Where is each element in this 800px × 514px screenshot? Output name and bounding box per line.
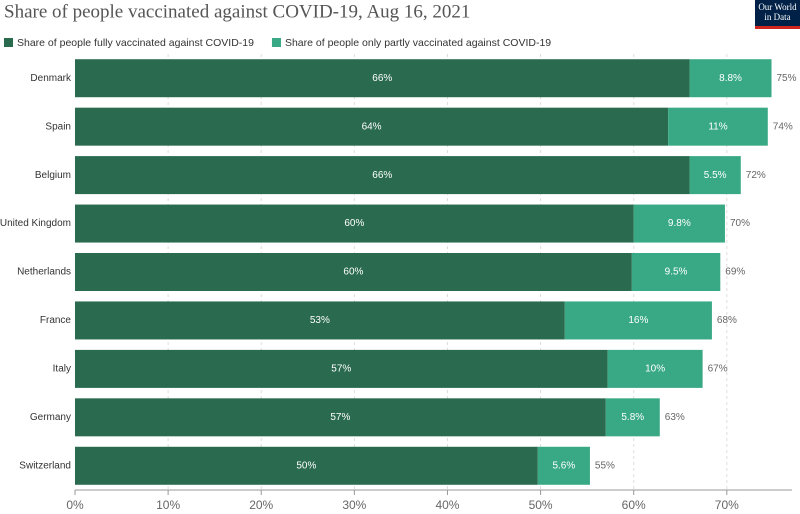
value-label: 50%: [296, 460, 316, 471]
bar-segment: [75, 398, 606, 437]
bar-segment: [75, 156, 690, 195]
x-tick-label: 50%: [529, 498, 553, 512]
value-label: 66%: [372, 170, 392, 181]
total-label: 74%: [773, 121, 793, 132]
value-label: 60%: [344, 218, 364, 229]
legend-swatch: [4, 38, 13, 47]
chart-title: Share of people vaccinated against COVID…: [4, 1, 470, 22]
bar-segment: [75, 59, 690, 98]
y-tick-label: Belgium: [35, 170, 71, 181]
logo-text: Our World: [758, 2, 797, 12]
x-tick-label: 40%: [435, 498, 459, 512]
y-tick-label: Netherlands: [17, 267, 71, 278]
logo-text: in Data: [764, 12, 790, 22]
value-label: 5.6%: [552, 460, 575, 471]
bar-segment: [75, 349, 608, 388]
total-label: 70%: [730, 218, 750, 229]
value-label: 11%: [708, 121, 727, 132]
logo-stripe: [755, 26, 800, 29]
y-tick-label: Denmark: [30, 73, 72, 84]
total-label: 68%: [717, 315, 737, 326]
bar-segment: [75, 204, 634, 243]
bar-segment: [75, 253, 632, 291]
legend-label: Share of people fully vaccinated against…: [17, 37, 254, 49]
value-label: 9.5%: [665, 267, 688, 278]
x-tick-label: 10%: [156, 498, 180, 512]
value-label: 57%: [330, 412, 350, 423]
bar-segment: [75, 107, 669, 146]
total-label: 67%: [708, 364, 728, 375]
bar-segment: [689, 156, 741, 195]
value-label: 16%: [628, 315, 648, 326]
y-tick-label: Switzerland: [19, 460, 71, 471]
total-label: 72%: [746, 170, 766, 181]
y-tick-label: United Kingdom: [0, 218, 71, 229]
bar-segment: [564, 301, 712, 340]
value-label: 5.5%: [704, 170, 727, 181]
value-label: 66%: [372, 73, 392, 84]
total-label: 69%: [725, 267, 745, 278]
bar-segment: [689, 59, 772, 98]
legend-label: Share of people only partly vaccinated a…: [285, 37, 551, 49]
total-label: 55%: [595, 460, 615, 471]
logo-box: [755, 0, 800, 28]
bar-segment: [75, 301, 565, 340]
bar-segment: [605, 398, 660, 437]
value-label: 60%: [343, 267, 363, 278]
y-tick-label: Spain: [45, 121, 71, 132]
legend-swatch: [271, 38, 281, 47]
bar-segment: [537, 446, 590, 485]
value-label: 5.8%: [621, 412, 644, 423]
bar-segment: [633, 204, 725, 243]
bar-segment: [631, 253, 721, 291]
total-label: 75%: [777, 73, 797, 84]
value-label: 57%: [331, 364, 351, 375]
y-tick-label: Germany: [30, 412, 71, 423]
x-tick-label: 30%: [342, 498, 366, 512]
value-label: 53%: [310, 315, 330, 326]
x-tick-label: 70%: [715, 498, 739, 512]
y-tick-label: France: [40, 315, 72, 326]
bar-segment: [75, 446, 538, 485]
y-tick-label: Italy: [53, 364, 71, 375]
bar-segment: [607, 349, 703, 388]
value-label: 10%: [645, 364, 665, 375]
bar-segment: [668, 107, 768, 146]
value-label: 64%: [362, 121, 382, 132]
value-label: 8.8%: [719, 73, 742, 84]
total-label: 63%: [665, 412, 685, 423]
x-tick-label: 0%: [66, 498, 84, 512]
x-tick-label: 20%: [249, 498, 273, 512]
x-tick-label: 60%: [622, 498, 646, 512]
value-label: 9.8%: [668, 218, 691, 229]
